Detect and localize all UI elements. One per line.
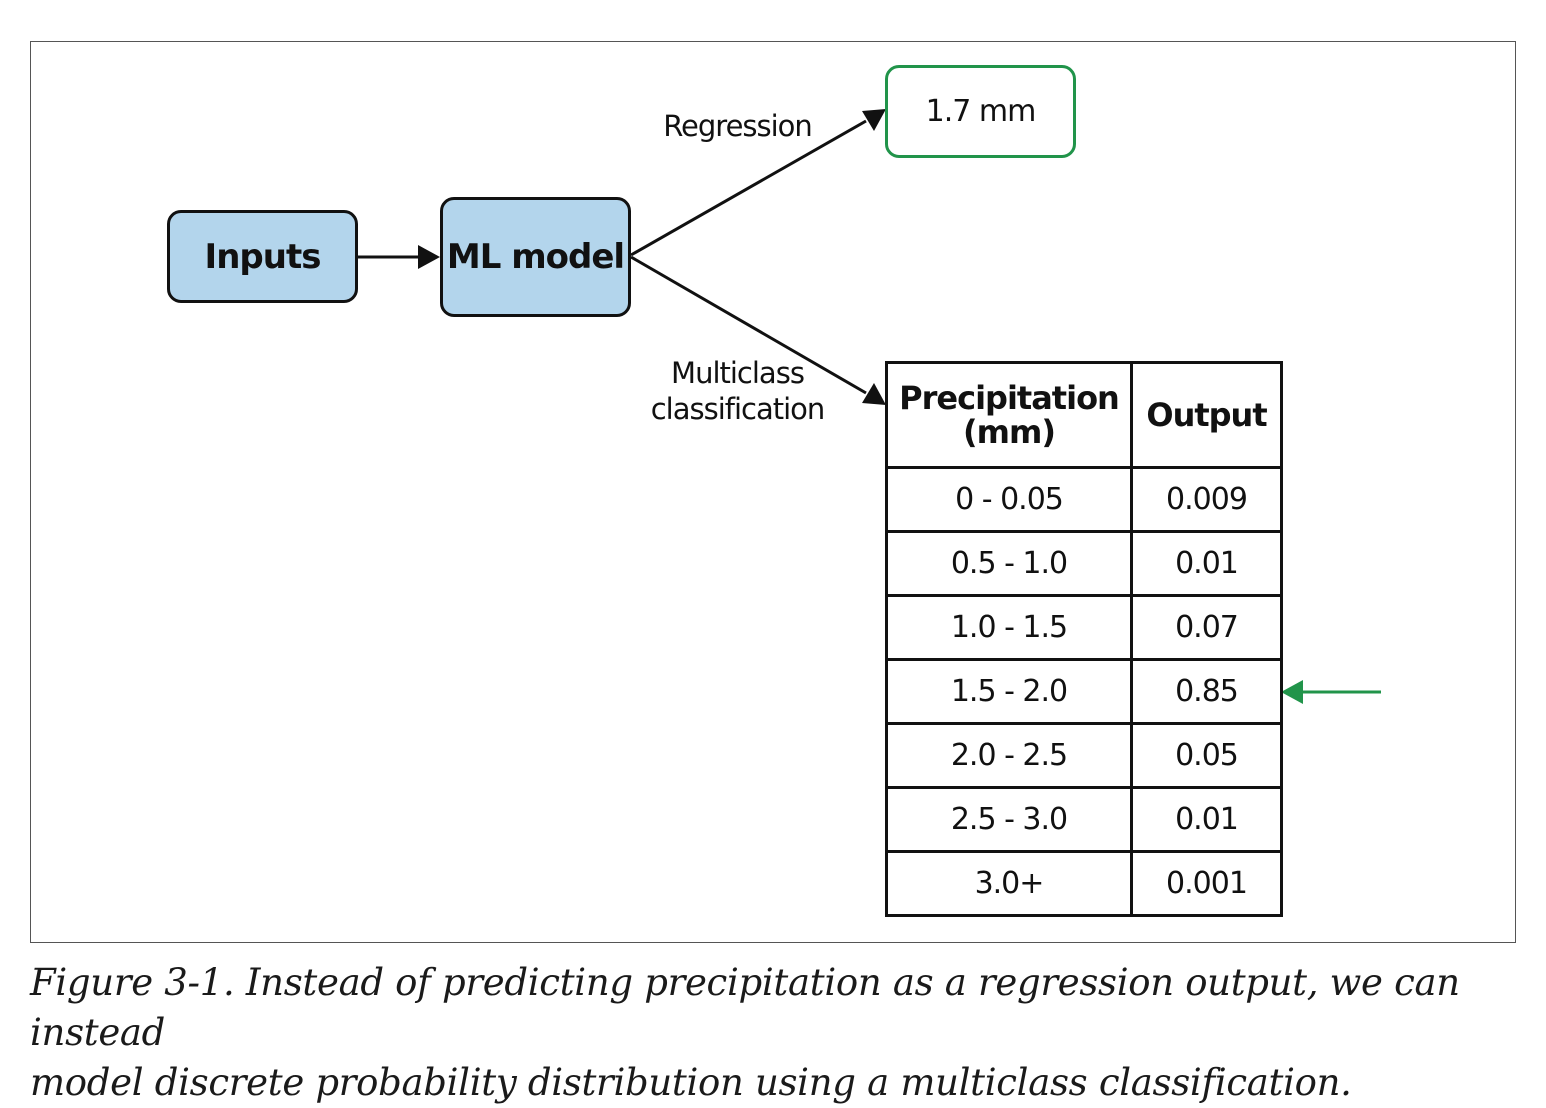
output-cell: 0.01	[1130, 786, 1283, 853]
output-cell: 0.01	[1130, 530, 1283, 597]
multiclass-edge-label: Multiclass classification	[620, 355, 855, 427]
output-cell: 0.009	[1130, 466, 1283, 533]
header-precipitation: Precipitation (mm)	[885, 361, 1133, 469]
table-row: 2.0 - 2.5 0.05	[885, 722, 1283, 789]
table-row: 0 - 0.05 0.009	[885, 466, 1283, 533]
range-cell: 0.5 - 1.0	[885, 530, 1133, 597]
table-row: 3.0+ 0.001	[885, 850, 1283, 917]
inputs-node: Inputs	[167, 210, 358, 303]
multiclass-label-line-2: classification	[650, 392, 826, 426]
regression-result-node: 1.7 mm	[885, 65, 1076, 158]
header-precipitation-line-2: (mm)	[963, 413, 1056, 451]
range-cell: 2.0 - 2.5	[885, 722, 1133, 789]
header-precipitation-line-1: Precipitation	[899, 379, 1120, 417]
table-header-row: Precipitation (mm) Output	[885, 361, 1283, 469]
probability-table: Precipitation (mm) Output 0 - 0.05 0.009…	[885, 361, 1283, 917]
table-row: 0.5 - 1.0 0.01	[885, 530, 1283, 597]
header-output: Output	[1130, 361, 1283, 469]
regression-edge-label: Regression	[663, 109, 813, 143]
table-row: 2.5 - 3.0 0.01	[885, 786, 1283, 853]
regression-result-value: 1.7 mm	[925, 94, 1037, 129]
table-row: 1.0 - 1.5 0.07	[885, 594, 1283, 661]
ml-model-node: ML model	[440, 197, 631, 317]
caption-line-1: Figure 3-1. Instead of predicting precip…	[30, 961, 1460, 1054]
figure-caption: Figure 3-1. Instead of predicting precip…	[30, 958, 1510, 1108]
multiclass-label-line-1: Multiclass	[671, 356, 805, 390]
ml-model-node-label: ML model	[446, 237, 625, 277]
range-cell: 1.5 - 2.0	[885, 658, 1133, 725]
output-cell: 0.001	[1130, 850, 1283, 917]
output-cell: 0.07	[1130, 594, 1283, 661]
range-cell: 0 - 0.05	[885, 466, 1133, 533]
figure-frame	[30, 41, 1516, 943]
range-cell: 1.0 - 1.5	[885, 594, 1133, 661]
output-cell: 0.05	[1130, 722, 1283, 789]
output-cell: 0.85	[1130, 658, 1283, 725]
table-row-highlighted: 1.5 - 2.0 0.85	[885, 658, 1283, 725]
caption-line-2: model discrete probability distribution …	[30, 1061, 1352, 1104]
range-cell: 2.5 - 3.0	[885, 786, 1133, 853]
inputs-node-label: Inputs	[204, 236, 322, 277]
range-cell: 3.0+	[885, 850, 1133, 917]
